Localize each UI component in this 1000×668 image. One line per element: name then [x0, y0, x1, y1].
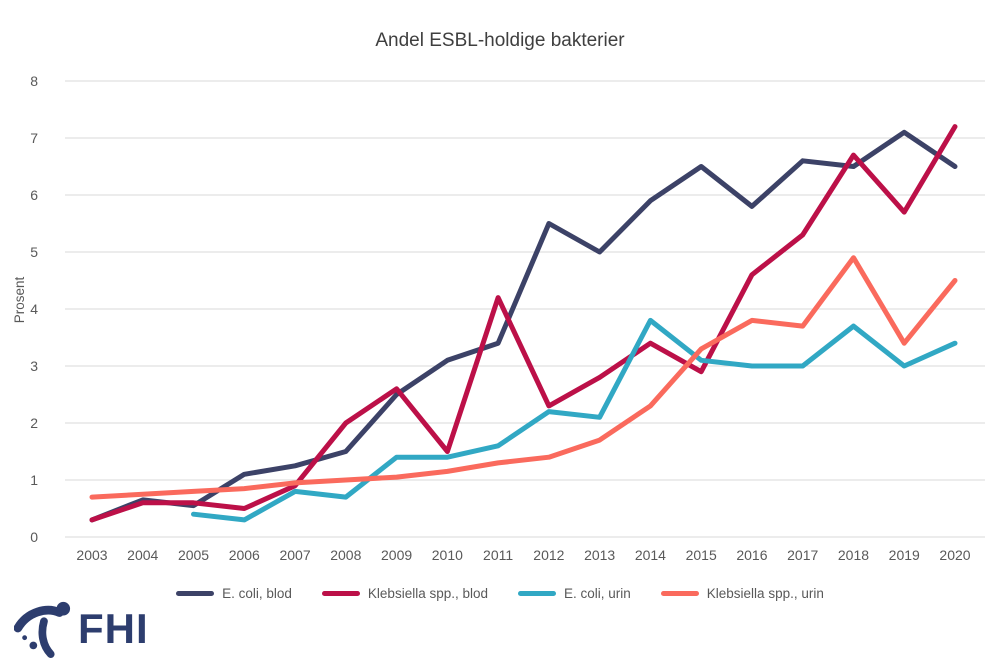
x-tick-label: 2007	[279, 547, 311, 563]
legend-item-e-coli-urin: E. coli, urin	[518, 586, 631, 601]
x-tick-label: 2019	[888, 547, 920, 563]
series-line-e-coli-urin	[191, 317, 958, 523]
chart-title: Andel ESBL-holdige bakterier	[375, 30, 625, 51]
legend-item-klebsiella-spp-urin: Klebsiella spp., urin	[660, 586, 824, 601]
y-tick-label: 8	[30, 73, 38, 89]
x-tick-label: 2017	[787, 547, 819, 563]
legend-item-e-coli-blod: E. coli, blod	[176, 586, 292, 601]
plot-area	[65, 80, 985, 538]
legend-swatch	[321, 591, 360, 596]
x-tick-label: 2020	[939, 547, 971, 563]
legend-swatch	[176, 591, 215, 596]
fhi-logo: FHI	[14, 598, 149, 660]
series-line-e-coli-blod	[89, 129, 958, 523]
y-tick-label: 4	[30, 301, 38, 317]
legend: E. coli, blod Klebsiella spp., blod E. col…	[0, 586, 1000, 601]
x-tick-label: 2016	[736, 547, 768, 563]
y-tick-label: 7	[30, 130, 38, 146]
y-tick-label: 6	[30, 187, 38, 203]
legend-swatch	[660, 591, 699, 596]
legend-label: E. coli, blod	[222, 586, 292, 601]
x-tick-label: 2003	[76, 547, 108, 563]
x-tick-label: 2008	[330, 547, 362, 563]
y-tick-label: 1	[30, 472, 38, 488]
series-line-klebsiella-spp-blod	[89, 124, 958, 523]
y-tick-label: 5	[30, 244, 38, 260]
fhi-bird-icon	[14, 601, 71, 658]
x-tick-label: 2005	[177, 547, 210, 563]
x-tick-label: 2006	[228, 547, 260, 563]
x-tick-label: 2014	[634, 547, 666, 563]
x-tick-label: 2010	[431, 547, 463, 563]
x-tick-label: 2013	[584, 547, 616, 563]
legend-label: Klebsiella spp., blod	[367, 586, 488, 601]
x-tick-label: 2009	[381, 547, 413, 563]
x-tick-label: 2012	[533, 547, 565, 563]
y-tick-label: 0	[30, 529, 38, 545]
legend-swatch	[518, 591, 556, 596]
legend-item-klebsiella-spp-blod: Klebsiella spp., blod	[321, 586, 488, 601]
legend-label: E. coli, urin	[564, 586, 631, 601]
x-tick-label: 2015	[685, 547, 717, 563]
legend-label: Klebsiella spp., urin	[706, 586, 824, 601]
fhi-logo-text: FHI	[78, 605, 149, 652]
x-tick-label: 2011	[483, 547, 514, 563]
series-line-klebsiella-spp-urin	[89, 255, 958, 500]
x-tick-label: 2004	[127, 547, 159, 563]
y-tick-label: 3	[30, 358, 38, 374]
x-tick-label: 2018	[837, 547, 870, 563]
y-tick-label: 2	[30, 415, 38, 431]
